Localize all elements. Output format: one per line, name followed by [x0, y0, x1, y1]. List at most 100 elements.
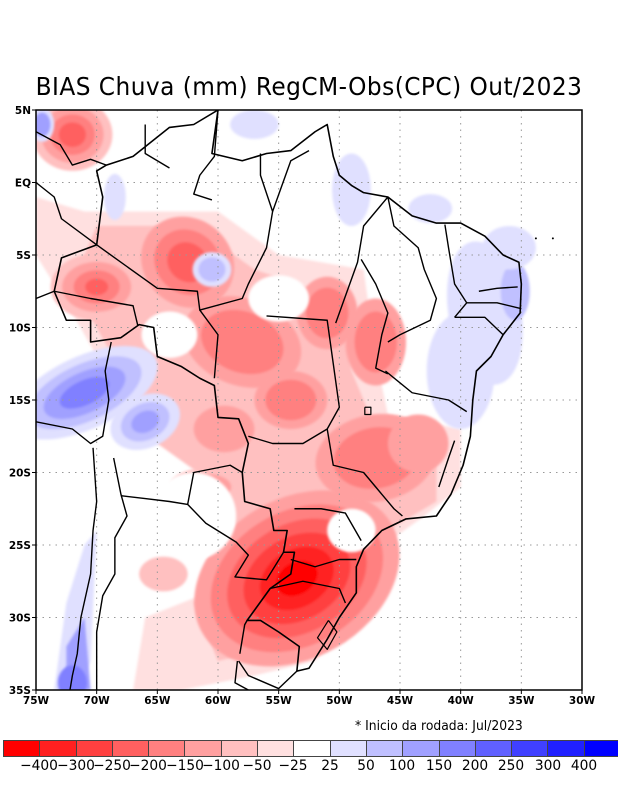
- bias-contour: [332, 153, 371, 226]
- bias-contour-level: [139, 556, 188, 592]
- border-line: [454, 316, 504, 336]
- y-tick-label: EQ: [15, 178, 31, 190]
- border-line: [271, 149, 310, 212]
- x-tick-label: 55W: [266, 695, 293, 707]
- colorbar-label: 100: [389, 758, 416, 774]
- bias-contour: [36, 110, 55, 142]
- chile-coast: [69, 447, 98, 690]
- colorbar-swatch: [548, 740, 585, 757]
- bias-field: [36, 110, 536, 690]
- colorbar-label: 25: [320, 758, 339, 774]
- bias-contour-level: [332, 153, 371, 226]
- bias-contour-level: [151, 472, 237, 560]
- colorbar-label: 150: [425, 758, 452, 774]
- border-line: [36, 341, 112, 445]
- colorbar-swatch: [584, 740, 618, 757]
- border-line: [384, 370, 468, 413]
- y-tick-label: 15S: [9, 395, 31, 407]
- colorbar-label: −50: [242, 758, 272, 774]
- colorbar-swatch: [475, 740, 513, 757]
- colorbar-label: −150: [165, 758, 204, 774]
- border-line: [478, 286, 518, 292]
- border-line: [54, 290, 139, 327]
- border-line: [248, 315, 341, 445]
- x-tick-label: 30W: [569, 695, 596, 707]
- bias-contour-level: [58, 122, 87, 147]
- y-tick-label: 5N: [15, 105, 31, 117]
- colorbar-labels: −400 −300 −250 −200 −150 −100 −50 −25 25 50 100 150…: [0, 758, 618, 778]
- bias-contour: [296, 276, 358, 350]
- bias-contour: [36, 345, 158, 440]
- bias-contour: [408, 194, 453, 224]
- colorbar-swatch: [112, 740, 150, 757]
- y-tick-label: 25S: [9, 540, 31, 552]
- bias-contour: [193, 405, 255, 453]
- border-line: [444, 224, 468, 318]
- bias-contour: [230, 110, 279, 139]
- island: [534, 237, 537, 240]
- bias-contour-level: [354, 311, 397, 373]
- border-line: [326, 428, 403, 517]
- grid-lines: [36, 110, 582, 690]
- andes-border: [95, 457, 128, 690]
- bias-contour-level: [103, 173, 126, 221]
- colorbar-label: 200: [461, 758, 489, 774]
- x-tick-label: 70W: [84, 695, 111, 707]
- bias-contour-level: [276, 560, 318, 596]
- border-line: [387, 196, 438, 343]
- bias-contour-level: [387, 414, 449, 473]
- x-tick-label: 60W: [205, 695, 232, 707]
- x-tick-label: 35W: [508, 695, 535, 707]
- x-tick-label: 40W: [448, 695, 475, 707]
- x-tick-label: 45W: [387, 695, 414, 707]
- colorbar-label: 250: [498, 758, 525, 774]
- bias-contour-level: [230, 110, 279, 139]
- bias-contour: [387, 414, 449, 473]
- bias-contour-level: [408, 194, 453, 224]
- bias-contour: [139, 556, 188, 592]
- border-line: [36, 131, 107, 166]
- border-line: [290, 558, 357, 568]
- colorbar-swatch: [3, 740, 41, 757]
- bias-contour-level: [193, 405, 255, 453]
- bias-contour-level: [500, 262, 530, 321]
- y-tick-label: 10S: [9, 323, 31, 335]
- border-line: [466, 302, 522, 310]
- colorbar-swatch: [403, 740, 440, 757]
- bias-contour: [345, 298, 407, 386]
- bias-contour: [151, 472, 237, 560]
- colorbar-swatch: [439, 740, 476, 757]
- bias-contour: [141, 311, 198, 358]
- x-tick-label: 50W: [326, 695, 353, 707]
- colorbar-label: 50: [357, 758, 375, 774]
- border-line: [36, 181, 98, 246]
- colorbar-label: 300: [534, 758, 561, 774]
- border-line: [360, 258, 389, 375]
- bias-contour-level: [131, 410, 160, 434]
- colorbar-label: −300: [56, 758, 95, 774]
- colorbar-label: −200: [129, 758, 168, 774]
- colorbar-swatch: [185, 740, 222, 757]
- bias-contour-level: [141, 311, 198, 358]
- colorbar-label: 400: [570, 758, 597, 774]
- border-line: [187, 503, 285, 581]
- colorbar-label: −25: [278, 758, 308, 774]
- x-tick-label: 75W: [23, 695, 50, 707]
- bias-contour: [500, 262, 530, 321]
- lagoa-dos-patos: [316, 620, 338, 651]
- bias-contour: [482, 226, 536, 270]
- colorbar-swatch: [512, 740, 549, 757]
- axis-ticks: 75W 70W 65W 60W 55W 50W 45W 40W 35W 30W 5N EQ 5S 10S 1…: [9, 105, 596, 707]
- bias-contour: [192, 252, 232, 287]
- colorbar-swatch: [366, 740, 404, 757]
- y-tick-label: 20S: [9, 468, 31, 480]
- bias-contour-level: [327, 508, 376, 553]
- bias-contour: [327, 508, 376, 553]
- colorbar-swatch: [221, 740, 259, 757]
- y-tick-label: 30S: [9, 613, 31, 625]
- bias-contour-level: [59, 376, 110, 409]
- y-tick-label: 35S: [9, 685, 31, 697]
- run-start-note: * Inicio da rodada: Jul/2023: [355, 719, 523, 734]
- border-line: [239, 620, 248, 654]
- political-borders: [36, 110, 554, 690]
